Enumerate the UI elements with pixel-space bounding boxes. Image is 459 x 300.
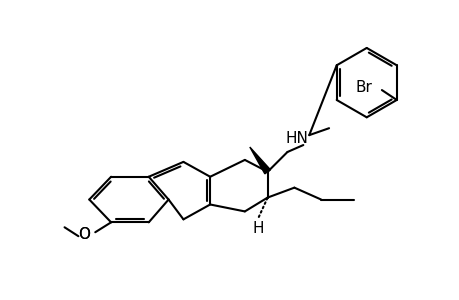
Text: Br: Br — [355, 80, 372, 94]
Polygon shape — [249, 147, 270, 174]
Text: O: O — [78, 227, 90, 242]
Text: H: H — [252, 221, 264, 236]
Text: HN: HN — [285, 130, 308, 146]
Text: O: O — [78, 227, 90, 242]
